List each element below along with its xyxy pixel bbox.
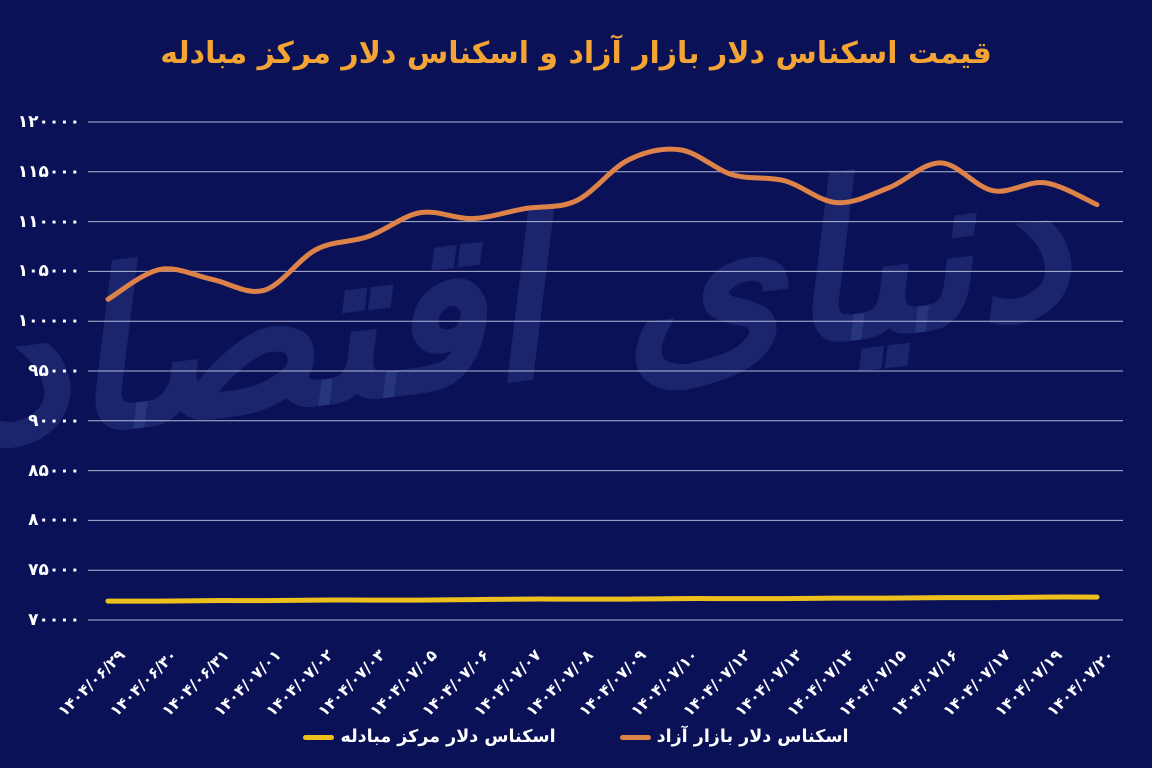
legend-label-exchange-center: اسکناس دلار مرکز مبادله: [340, 727, 556, 747]
legend-label-free-market: اسکناس دلار بازار آزاد: [656, 727, 849, 747]
y-axis-label: ۷۰۰۰۰: [28, 610, 80, 630]
page-title: قیمت اسکناس دلار بازار آزاد و اسکناس دلا…: [160, 36, 992, 71]
y-axis-label: ۷۵۰۰۰: [28, 560, 80, 581]
y-axis-label: ۹۰۰۰۰: [28, 410, 80, 431]
y-axis-label: ۱۲۰۰۰۰: [17, 112, 80, 132]
series-line-free-market: [105, 146, 1100, 302]
legend-line-marker-free-market: [619, 734, 651, 740]
y-axis-label: ۱۰۵۰۰۰: [17, 261, 80, 282]
y-axis-label: ۱۰۰۰۰۰: [17, 311, 80, 332]
y-axis-label: ۱۱۵۰۰۰: [17, 161, 80, 182]
legend-line-marker-exchange-center: [303, 734, 335, 740]
y-axis-label: ۸۰۰۰۰: [28, 510, 80, 531]
series-line-exchange-center: [105, 594, 1100, 604]
y-axis-label: ۹۵۰۰۰: [28, 361, 80, 381]
legend-item-free-market: اسکناس دلار بازار آزاد: [619, 727, 849, 747]
y-axis-label: ۱۱۰۰۰۰: [17, 211, 80, 232]
legend: اسکناس دلار بازار آزاد اسکناس دلار مرکز …: [0, 727, 1152, 747]
y-axis-label: ۸۵۰۰۰: [28, 460, 80, 481]
legend-item-exchange-center: اسکناس دلار مرکز مبادله: [303, 727, 556, 747]
